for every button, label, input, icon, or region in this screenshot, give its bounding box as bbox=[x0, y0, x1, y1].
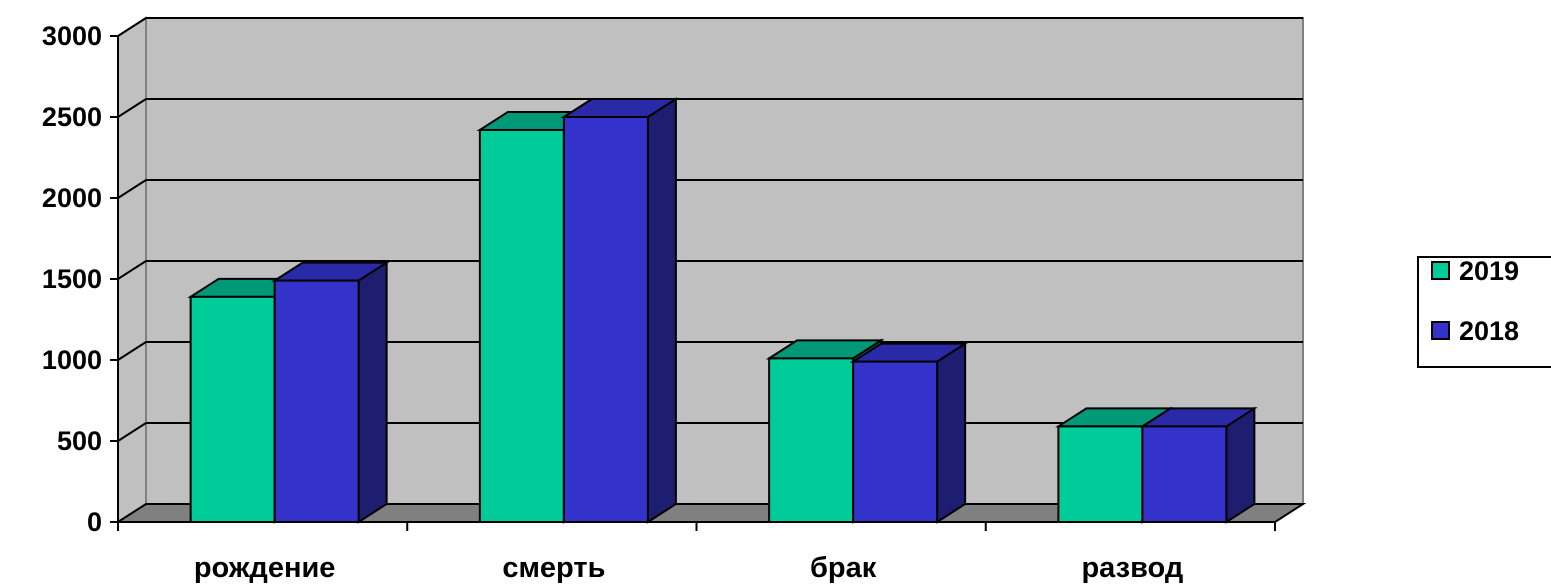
y-tick-label: 3000 bbox=[42, 21, 102, 51]
bar-side bbox=[1225, 406, 1256, 524]
gridline-side bbox=[117, 260, 147, 280]
legend-swatch-2019 bbox=[1431, 261, 1450, 280]
bars bbox=[187, 97, 1258, 524]
legend-label-2019: 2019 bbox=[1459, 256, 1519, 286]
y-tick-label: 2000 bbox=[42, 183, 102, 213]
gridline-side bbox=[117, 98, 147, 118]
bar-front bbox=[1057, 425, 1144, 524]
gridline-side bbox=[117, 179, 147, 199]
y-axis-tick-labels: 0 500 1000 1500 2000 2500 3000 bbox=[42, 21, 102, 537]
legend: 2019 2018 bbox=[1417, 256, 1551, 368]
bar-front bbox=[189, 295, 276, 523]
bar-front bbox=[273, 279, 360, 523]
bar-front bbox=[852, 360, 939, 523]
bar-2018-брак bbox=[849, 341, 969, 524]
bar-side bbox=[936, 341, 967, 524]
legend-swatch-2018 bbox=[1431, 321, 1450, 340]
y-tick-label: 1000 bbox=[42, 345, 102, 375]
bar-side bbox=[646, 97, 677, 524]
y-tick-label: 0 bbox=[87, 507, 102, 537]
x-category-label: развод bbox=[1081, 552, 1183, 584]
y-tick-label: 2500 bbox=[42, 102, 102, 132]
bar-front bbox=[562, 116, 649, 523]
gridline-side bbox=[117, 341, 147, 361]
gridline-side bbox=[117, 422, 147, 442]
bar-2018-развод bbox=[1138, 406, 1258, 524]
bar-front bbox=[768, 357, 855, 523]
bar-side bbox=[357, 260, 388, 524]
legend-label-2018: 2018 bbox=[1459, 316, 1519, 346]
bar-front bbox=[1141, 425, 1228, 524]
bar-2018-смерть bbox=[560, 97, 680, 524]
x-category-label: смерть bbox=[502, 552, 605, 584]
x-axis-category-labels: рождение смерть брак развод bbox=[194, 552, 1183, 584]
bar-2018-рождение bbox=[271, 260, 391, 524]
gridline-side bbox=[117, 17, 147, 37]
y-tick-label: 500 bbox=[57, 426, 102, 456]
bar-front bbox=[478, 128, 565, 524]
x-category-label: брак bbox=[810, 552, 877, 584]
x-category-label: рождение bbox=[194, 552, 336, 584]
y-tick-label: 1500 bbox=[42, 264, 102, 294]
